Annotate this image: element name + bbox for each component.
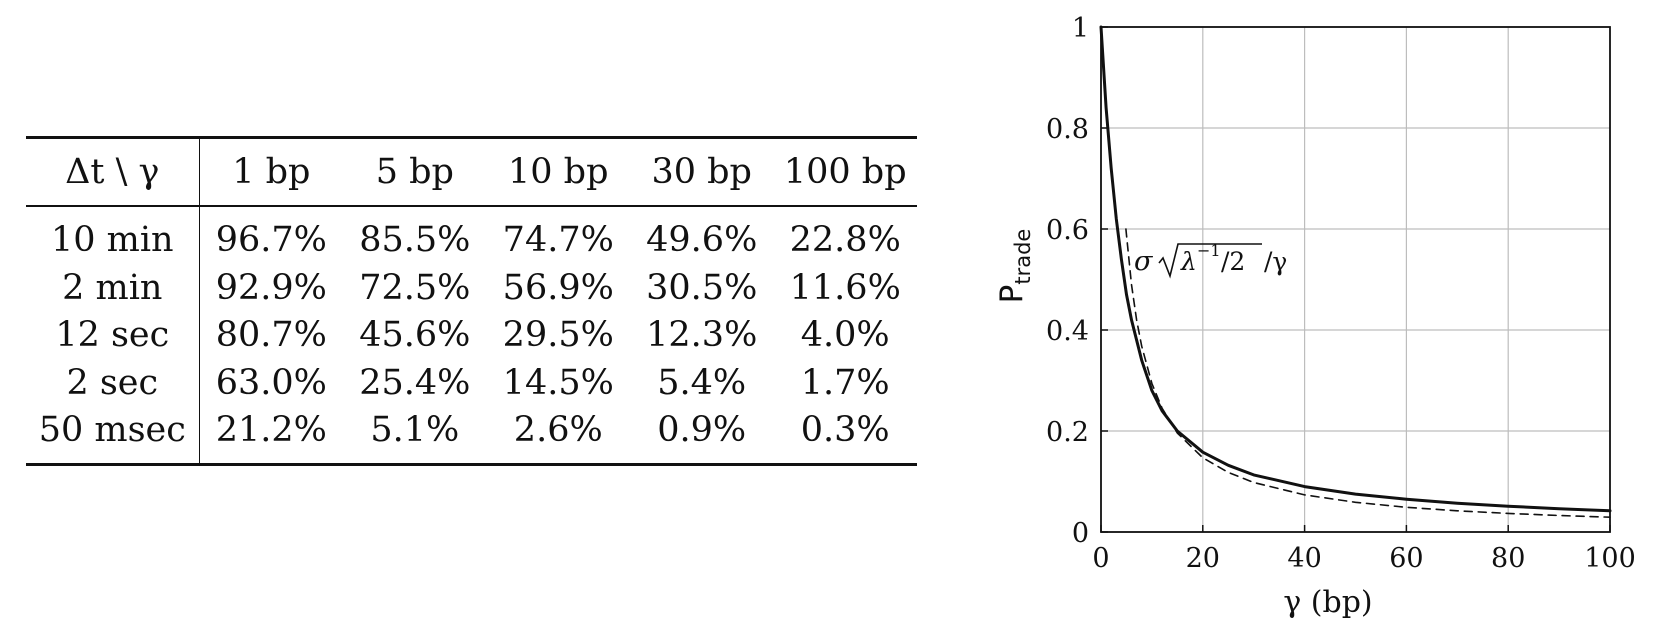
table-row: 2 min 92.9% 72.5% 56.9% 30.5% 11.6%: [26, 264, 917, 312]
trade-probability-table: Δt \ γ 1 bp 5 bp 10 bp 30 bp 100 bp 10 m…: [26, 136, 917, 466]
table-header-stub: Δt \ γ: [26, 137, 200, 206]
y-tick-label: 0.8: [1046, 114, 1089, 145]
table-cell: 63.0%: [215, 362, 327, 403]
y-tick-label: 0.4: [1046, 316, 1089, 347]
y-tick-label: 0.2: [1046, 417, 1089, 448]
table-cell: 5.4%: [657, 362, 747, 403]
table-cell: 5.1%: [370, 410, 460, 451]
table-row: 12 sec 80.7% 45.6% 29.5% 12.3% 4.0%: [26, 312, 917, 360]
column-header: 100 bp: [783, 151, 907, 192]
table-cell: 1.7%: [800, 362, 890, 403]
table-cell: 25.4%: [359, 362, 471, 403]
row-label: 50 msec: [26, 407, 200, 464]
annotation-exponent: −1: [1197, 241, 1221, 260]
table-row: 10 min 96.7% 85.5% 74.7% 49.6% 22.8%: [26, 206, 917, 265]
table-cell: 0.3%: [800, 410, 890, 451]
y-axis-label-main: P: [994, 285, 1030, 304]
column-header: 10 bp: [508, 151, 609, 192]
annotation-over-gamma: /γ: [1264, 247, 1287, 276]
annotation-sigma: σ: [1134, 246, 1154, 277]
table-cell: 30.5%: [646, 267, 758, 308]
results-table-container: Δt \ γ 1 bp 5 bp 10 bp 30 bp 100 bp 10 m…: [26, 136, 917, 466]
trade-probability-curve: [1099, 25, 1612, 513]
table-cell: 56.9%: [502, 267, 614, 308]
column-header: 5 bp: [375, 151, 454, 192]
row-label: 2 min: [26, 264, 200, 312]
table-cell: 92.9%: [215, 267, 327, 308]
row-label: 12 sec: [26, 312, 200, 360]
x-tick-label: 40: [1287, 543, 1321, 574]
column-header: 1 bp: [232, 151, 311, 192]
radical-sign: [1158, 243, 1262, 279]
plot-frame: [1100, 26, 1611, 533]
table-cell: 45.6%: [359, 315, 471, 356]
table-cell: 72.5%: [359, 267, 471, 308]
x-tick-label: 60: [1389, 543, 1423, 574]
column-header: 30 bp: [651, 151, 752, 192]
x-axis-label: γ (bp): [1283, 585, 1372, 620]
y-tick-label: 0: [1072, 518, 1089, 549]
x-tick-label: 0: [1092, 543, 1109, 574]
y-tick-label: 1: [1072, 13, 1089, 44]
table-header-row: Δt \ γ 1 bp 5 bp 10 bp 30 bp 100 bp: [26, 137, 917, 206]
x-tick-label: 100: [1584, 543, 1636, 574]
table-cell: 49.6%: [646, 220, 758, 261]
y-axis-label-subscript: trade: [1011, 229, 1035, 285]
x-tick-label: 80: [1491, 543, 1525, 574]
chart-frame: [1100, 26, 1611, 533]
table-cell: 21.2%: [215, 410, 327, 451]
table-cell: 80.7%: [215, 315, 327, 356]
row-label: 2 sec: [26, 359, 200, 407]
table-row: 50 msec 21.2% 5.1% 2.6% 0.9% 0.3%: [26, 407, 917, 464]
table-cell: 11.6%: [789, 267, 901, 308]
annotation-lambda: λ: [1180, 247, 1197, 276]
table-cell: 14.5%: [502, 362, 614, 403]
table-cell: 96.7%: [215, 220, 327, 261]
chart-series: [1099, 25, 1612, 518]
table-cell: 12.3%: [646, 315, 758, 356]
x-tick-label: 20: [1186, 543, 1220, 574]
y-axis-label: Ptrade: [994, 229, 1035, 304]
asymptote-curve-dashed: [1125, 228, 1611, 518]
row-label: 10 min: [26, 206, 200, 265]
table-cell: 85.5%: [359, 220, 471, 261]
annotation-over-two: /2: [1221, 247, 1245, 276]
chart-ticks: 0 20 40 60 80 100 0 0.2 0.4 0.6 0.8 1: [1046, 13, 1636, 574]
table-cell: 2.6%: [513, 410, 603, 451]
table-cell: 74.7%: [502, 220, 614, 261]
curve-annotation: σ λ −1 /2 /γ: [1134, 241, 1287, 279]
table-cell: 4.0%: [800, 315, 890, 356]
table-row: 2 sec 63.0% 25.4% 14.5% 5.4% 1.7%: [26, 359, 917, 407]
table-cell: 22.8%: [789, 220, 901, 261]
chart-grid: [1100, 26, 1611, 533]
table-cell: 0.9%: [657, 410, 747, 451]
table-cell: 29.5%: [502, 315, 614, 356]
y-tick-label: 0.6: [1046, 215, 1089, 246]
